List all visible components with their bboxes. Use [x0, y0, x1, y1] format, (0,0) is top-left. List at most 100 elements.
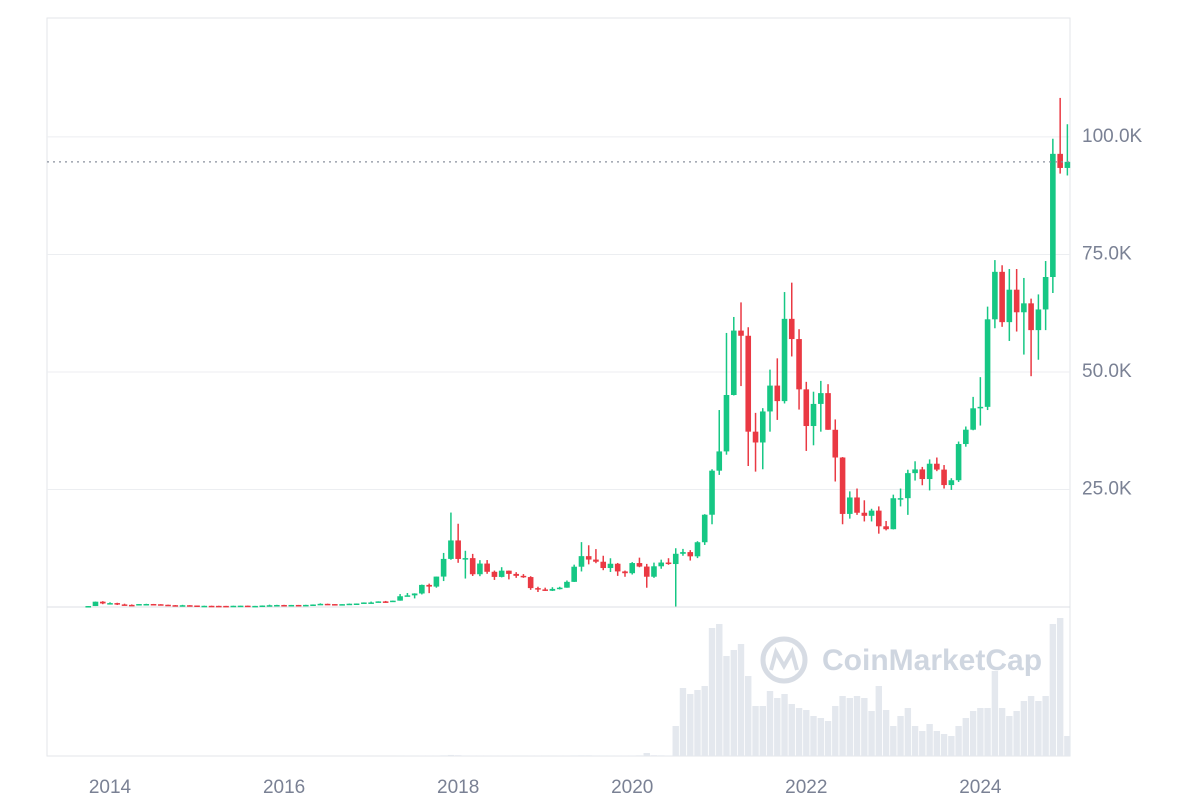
volume-bar [665, 755, 671, 756]
volume-bar [803, 710, 809, 756]
volume-bar [832, 706, 838, 756]
candle-body [985, 319, 991, 407]
candle-body [767, 386, 773, 412]
candle-body [1050, 154, 1056, 277]
candle-body [992, 272, 998, 319]
candle-body [934, 464, 940, 470]
candle-body [956, 444, 962, 480]
volume-bar [440, 755, 446, 756]
volume-bar [905, 708, 911, 756]
candle-body [600, 562, 606, 568]
candle-body [405, 595, 411, 597]
candle-body [586, 556, 592, 559]
volume-bar [687, 694, 693, 756]
candle-body [426, 585, 432, 587]
candle-body [869, 511, 875, 516]
volume-bar [955, 726, 961, 756]
candle-body [484, 564, 490, 572]
candle-body [521, 576, 527, 578]
x-tick-label: 2016 [263, 777, 305, 798]
volume-bar [709, 628, 715, 756]
logo-ring [763, 639, 805, 681]
volume-bar [963, 718, 969, 756]
candle-body [847, 497, 853, 513]
candle-body [825, 393, 831, 430]
logo-m [771, 652, 797, 670]
candle-body [506, 571, 512, 574]
volume-bar [760, 706, 766, 756]
watermark-logo [763, 639, 805, 681]
volume-bar [984, 708, 990, 756]
candle-body [310, 605, 316, 607]
candle-body [1043, 277, 1049, 309]
volume-bar [919, 731, 925, 756]
candle-body [862, 513, 868, 516]
candle-body [1065, 162, 1071, 168]
volume-bar [462, 755, 468, 756]
volume-bar [745, 676, 751, 756]
candle-body [724, 395, 730, 451]
candle-body [738, 331, 744, 336]
candle-body [281, 605, 287, 607]
candle-body [803, 389, 809, 426]
volume-bar [1042, 696, 1048, 756]
y-tick-label: 25.0K [1082, 478, 1132, 499]
candle-body [709, 471, 715, 515]
candle-body [231, 606, 237, 608]
volume-bar [448, 755, 454, 756]
volume-bar [731, 650, 737, 756]
candle-body [775, 386, 781, 402]
candle-body [978, 407, 984, 409]
candle-body [180, 605, 186, 607]
candle-body [832, 430, 838, 458]
candle-body [470, 558, 476, 574]
candle-body [920, 469, 926, 479]
candle-body [129, 605, 135, 607]
volume-bar [694, 690, 700, 756]
volume-bar [455, 755, 461, 756]
candle-body [941, 470, 947, 485]
candle-body [245, 606, 251, 608]
volume-bar [1013, 711, 1019, 756]
candle-body [114, 603, 120, 605]
candle-body [905, 473, 911, 498]
candle-body [136, 604, 142, 606]
candle-body [658, 563, 664, 567]
candle-body [216, 606, 222, 608]
candle-body [107, 603, 113, 605]
x-tick-label: 2018 [437, 777, 479, 798]
candle-body [100, 602, 106, 604]
candle-body [716, 451, 722, 470]
volume-bar [912, 726, 918, 756]
volume-bar [1006, 716, 1012, 756]
volume-bar [774, 698, 780, 756]
volume-bar [796, 708, 802, 756]
candle-body [760, 411, 766, 442]
volume-bar [658, 755, 664, 756]
volume-bar [861, 698, 867, 756]
candle-body [687, 552, 693, 556]
volume-bar [723, 656, 729, 756]
candle-body [782, 319, 788, 401]
candle-body [434, 577, 440, 587]
candle-body [296, 605, 302, 607]
candle-body [1021, 303, 1027, 312]
candle-body [840, 458, 846, 514]
candle-body [260, 606, 266, 608]
volume-bar [578, 755, 584, 756]
candle-body [455, 540, 461, 559]
candle-body [339, 604, 345, 606]
candle-body [122, 604, 128, 606]
candle-body [912, 469, 918, 473]
volume-bar [839, 696, 845, 756]
candle-body [325, 604, 331, 606]
candle-body [347, 604, 353, 606]
volume-bar [767, 691, 773, 756]
candle-body [608, 564, 614, 568]
candle-body [564, 582, 570, 588]
volume-bar [999, 708, 1005, 756]
candle-body [571, 567, 577, 582]
volume-bar [1021, 701, 1027, 756]
candle-body [318, 604, 324, 606]
